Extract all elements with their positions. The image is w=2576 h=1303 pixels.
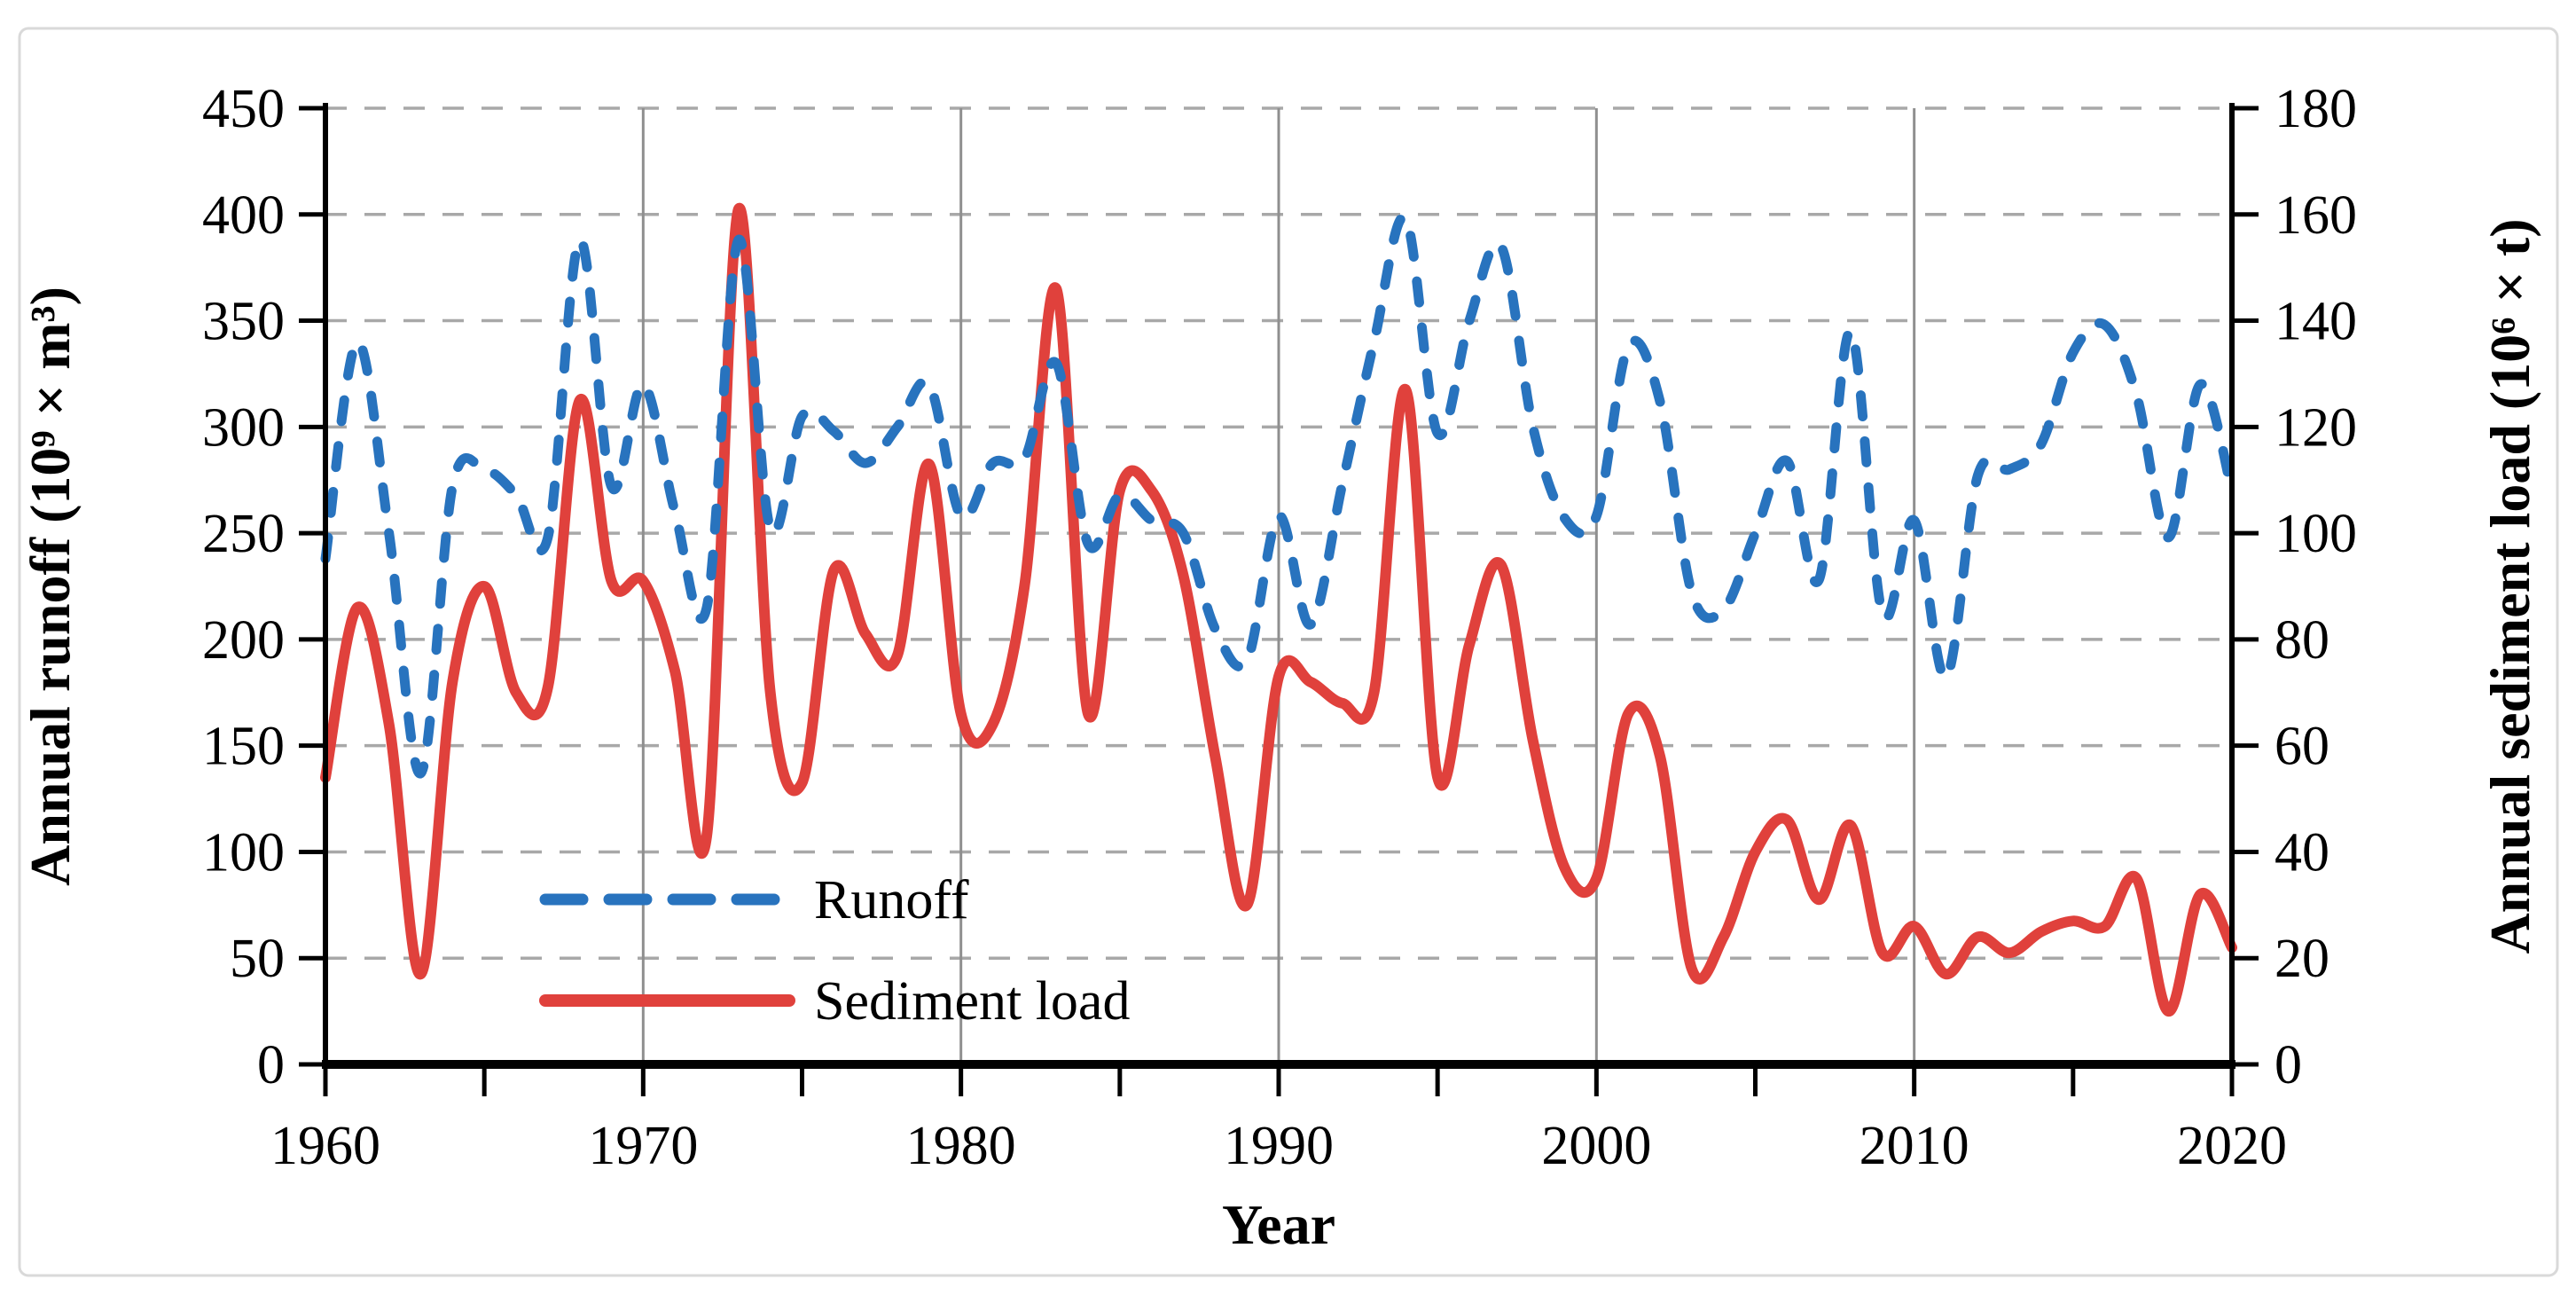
figure-border — [18, 27, 2559, 1277]
y-left-tick-label-300: 300 — [202, 397, 285, 458]
y-right-tick-label-140: 140 — [2275, 292, 2357, 352]
tick-labels-layer: 0 50 100 150 200 250 300 350 400 450 0 20 40 60 80 100 1… — [202, 79, 2357, 1176]
y-left-tick-label-450: 450 — [202, 79, 285, 139]
x-tick-label-2000: 2000 — [1541, 1116, 1651, 1176]
y-left-tick-label-200: 200 — [202, 610, 285, 671]
y-left-tick-label-350: 350 — [202, 292, 285, 352]
legend: Runoff Sediment load — [539, 870, 1130, 1032]
y-right-tick-label-160: 160 — [2275, 185, 2357, 246]
series-layer — [320, 202, 2237, 1017]
y-right-tick-label-60: 60 — [2275, 717, 2329, 777]
y-left-tick-label-50: 50 — [230, 929, 285, 989]
legend-runoff-label: Runoff — [814, 870, 969, 930]
y-right-tick-label-100: 100 — [2275, 504, 2357, 564]
x-tick-label-1960: 1960 — [270, 1116, 380, 1176]
left-axis-title: Annual runoff (10⁹ × m³) — [19, 287, 82, 886]
y-right-tick-label-0: 0 — [2275, 1035, 2302, 1095]
x-axis-title: Year — [1222, 1193, 1335, 1256]
y-right-tick-label-40: 40 — [2275, 822, 2329, 883]
y-right-tick-label-80: 80 — [2275, 610, 2329, 671]
x-tick-label-1970: 1970 — [588, 1116, 698, 1176]
legend-sediment-label: Sediment load — [814, 971, 1130, 1032]
gridlines-layer — [325, 106, 2232, 1064]
y-right-tick-label-20: 20 — [2275, 929, 2329, 989]
right-axis-title: Annual sediment load (10⁶ × t) — [2478, 218, 2541, 954]
sediment-series-line — [320, 202, 2237, 1017]
x-tick-label-1980: 1980 — [906, 1116, 1016, 1176]
y-left-tick-label-150: 150 — [202, 717, 285, 777]
x-tick-label-1990: 1990 — [1224, 1116, 1334, 1176]
y-left-tick-label-100: 100 — [202, 822, 285, 883]
y-left-tick-label-0: 0 — [257, 1035, 285, 1095]
axes-layer — [299, 103, 2259, 1096]
runoff-series-line — [320, 212, 2237, 779]
x-tick-label-2010: 2010 — [1860, 1116, 1969, 1176]
y-right-tick-label-180: 180 — [2275, 79, 2357, 139]
y-right-tick-label-120: 120 — [2275, 397, 2357, 458]
x-tick-label-2020: 2020 — [2177, 1116, 2287, 1176]
y-left-tick-label-400: 400 — [202, 185, 285, 246]
y-left-tick-label-250: 250 — [202, 504, 285, 564]
